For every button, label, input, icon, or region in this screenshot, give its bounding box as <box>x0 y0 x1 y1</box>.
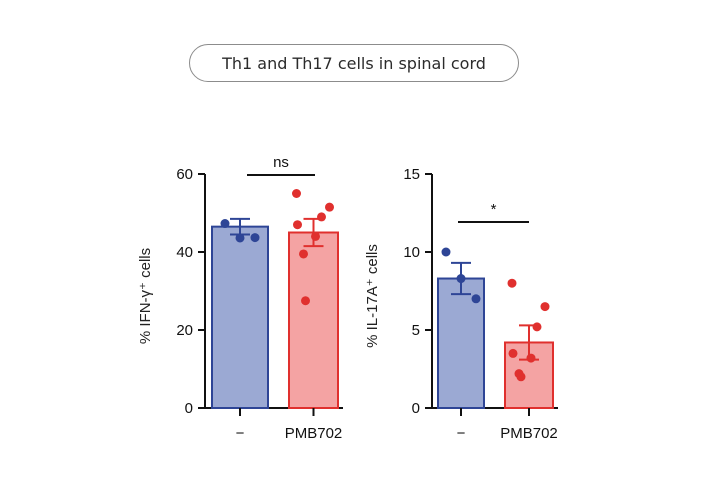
data-point-pmb702 <box>292 189 301 198</box>
chart-title: Th1 and Th17 cells in spinal cord <box>189 44 519 82</box>
y-axis-label: % IFN-γ⁺ cells <box>137 248 154 344</box>
x-tick-label-ctrl: − <box>236 425 245 442</box>
y-tick-label: 0 <box>412 400 420 417</box>
data-point-ctrl <box>235 233 245 243</box>
y-tick-label: 60 <box>176 166 193 183</box>
y-tick-label: 15 <box>403 166 420 183</box>
data-point-ctrl <box>471 294 481 304</box>
y-tick-label: 10 <box>403 244 420 261</box>
bar-ctrl <box>211 225 269 409</box>
data-point-pmb702 <box>507 278 517 288</box>
y-tick-label: 0 <box>185 400 193 417</box>
data-point-pmb702 <box>516 372 526 382</box>
bar-pmb702 <box>288 231 339 409</box>
panel-il-17a: 0 5 10 15 % IL-17A⁺ cells − PMB702 * <box>364 166 558 442</box>
data-point-pmb702 <box>317 212 326 222</box>
y-tick-label: 20 <box>176 322 193 339</box>
data-point-pmb702 <box>526 353 536 363</box>
x-tick-label-ctrl: − <box>457 425 466 442</box>
data-point-pmb702 <box>508 348 518 358</box>
data-point-ctrl <box>441 247 451 257</box>
data-point-pmb702 <box>325 202 334 212</box>
data-point-pmb702 <box>301 296 310 306</box>
x-tick-label-pmb702: PMB702 <box>500 425 558 442</box>
panel-ifn-gamma: 0 20 40 60 % IFN-γ⁺ cells − PMB702 ns <box>137 154 343 442</box>
y-axis-label: % IL-17A⁺ cells <box>364 244 381 348</box>
data-point-pmb702 <box>532 322 542 332</box>
x-tick-label-pmb702: PMB702 <box>285 425 343 442</box>
significance-label: ns <box>273 154 289 171</box>
data-point-pmb702 <box>293 220 302 230</box>
significance-label: * <box>491 201 497 218</box>
data-point-pmb702 <box>299 249 308 259</box>
y-tick-label: 5 <box>412 322 420 339</box>
y-tick-label: 40 <box>176 244 193 261</box>
data-point-pmb702 <box>540 302 550 312</box>
data-point-ctrl <box>456 274 466 284</box>
data-point-ctrl <box>250 233 260 243</box>
data-point-ctrl <box>220 219 230 229</box>
data-point-pmb702 <box>311 231 320 241</box>
